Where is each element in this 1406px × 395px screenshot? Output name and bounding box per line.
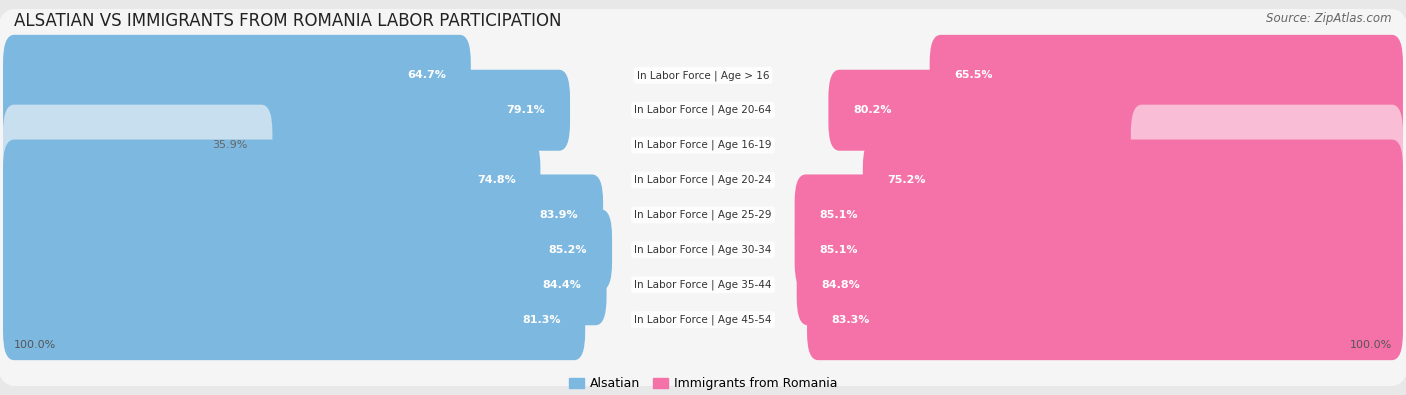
- FancyBboxPatch shape: [0, 218, 1406, 351]
- FancyBboxPatch shape: [863, 139, 1403, 220]
- Text: 85.1%: 85.1%: [820, 210, 858, 220]
- FancyBboxPatch shape: [3, 35, 471, 116]
- Text: In Labor Force | Age 45-54: In Labor Force | Age 45-54: [634, 314, 772, 325]
- Text: 100.0%: 100.0%: [14, 340, 56, 350]
- Text: 35.9%: 35.9%: [212, 140, 247, 150]
- Text: In Labor Force | Age 35-44: In Labor Force | Age 35-44: [634, 280, 772, 290]
- FancyBboxPatch shape: [3, 139, 540, 220]
- FancyBboxPatch shape: [0, 44, 1406, 177]
- FancyBboxPatch shape: [0, 149, 1406, 281]
- Legend: Alsatian, Immigrants from Romania: Alsatian, Immigrants from Romania: [564, 372, 842, 395]
- FancyBboxPatch shape: [929, 35, 1403, 116]
- Text: Source: ZipAtlas.com: Source: ZipAtlas.com: [1267, 12, 1392, 25]
- Text: 81.3%: 81.3%: [522, 315, 561, 325]
- Text: 83.3%: 83.3%: [832, 315, 870, 325]
- FancyBboxPatch shape: [794, 209, 1403, 290]
- Text: In Labor Force | Age 20-24: In Labor Force | Age 20-24: [634, 175, 772, 185]
- FancyBboxPatch shape: [0, 79, 1406, 211]
- Text: 85.2%: 85.2%: [548, 245, 588, 255]
- Text: 79.1%: 79.1%: [506, 105, 546, 115]
- Text: 74.8%: 74.8%: [477, 175, 516, 185]
- FancyBboxPatch shape: [0, 253, 1406, 386]
- FancyBboxPatch shape: [3, 209, 612, 290]
- Text: 75.2%: 75.2%: [887, 175, 927, 185]
- FancyBboxPatch shape: [1130, 105, 1403, 186]
- FancyBboxPatch shape: [3, 175, 603, 256]
- FancyBboxPatch shape: [0, 9, 1406, 142]
- Text: 83.9%: 83.9%: [540, 210, 578, 220]
- Text: ALSATIAN VS IMMIGRANTS FROM ROMANIA LABOR PARTICIPATION: ALSATIAN VS IMMIGRANTS FROM ROMANIA LABO…: [14, 12, 561, 30]
- FancyBboxPatch shape: [807, 279, 1403, 360]
- FancyBboxPatch shape: [828, 70, 1403, 151]
- Text: 80.2%: 80.2%: [853, 105, 891, 115]
- Text: 85.1%: 85.1%: [820, 245, 858, 255]
- FancyBboxPatch shape: [0, 184, 1406, 316]
- Text: 100.0%: 100.0%: [1350, 340, 1392, 350]
- FancyBboxPatch shape: [3, 105, 273, 186]
- Text: In Labor Force | Age 25-29: In Labor Force | Age 25-29: [634, 210, 772, 220]
- Text: 84.4%: 84.4%: [543, 280, 582, 290]
- FancyBboxPatch shape: [797, 244, 1403, 325]
- Text: In Labor Force | Age 30-34: In Labor Force | Age 30-34: [634, 245, 772, 255]
- FancyBboxPatch shape: [3, 279, 585, 360]
- Text: In Labor Force | Age 20-64: In Labor Force | Age 20-64: [634, 105, 772, 115]
- FancyBboxPatch shape: [0, 114, 1406, 246]
- Text: 84.8%: 84.8%: [821, 280, 860, 290]
- Text: 65.5%: 65.5%: [955, 70, 993, 80]
- FancyBboxPatch shape: [3, 244, 606, 325]
- Text: 64.7%: 64.7%: [408, 70, 446, 80]
- FancyBboxPatch shape: [794, 175, 1403, 256]
- FancyBboxPatch shape: [3, 70, 569, 151]
- Text: In Labor Force | Age > 16: In Labor Force | Age > 16: [637, 70, 769, 81]
- Text: In Labor Force | Age 16-19: In Labor Force | Age 16-19: [634, 140, 772, 150]
